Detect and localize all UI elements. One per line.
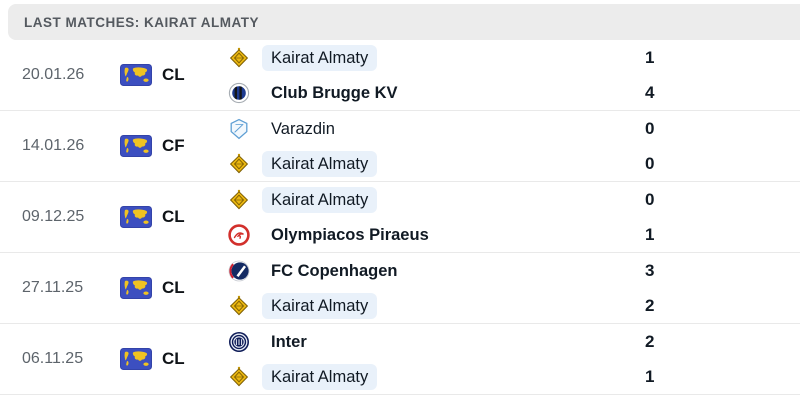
team-line: Kairat Almaty 2 bbox=[228, 288, 800, 323]
team-name: Olympiacos Piraeus bbox=[271, 225, 429, 244]
kairat-logo bbox=[228, 47, 250, 69]
competition-cell: CL bbox=[120, 40, 228, 110]
team-line: Kairat Almaty 1 bbox=[228, 40, 800, 75]
match-date: 06.11.25 bbox=[22, 350, 84, 367]
competition-label: CL bbox=[162, 278, 185, 297]
team-score: 4 bbox=[645, 82, 655, 102]
match-date: 14.01.26 bbox=[22, 137, 85, 154]
teams-cell: Kairat Almaty 1 Club Brugge KV 4 bbox=[228, 40, 800, 110]
team-line: Inter 2 bbox=[228, 324, 800, 359]
team-name: Inter bbox=[271, 332, 307, 351]
inter-logo bbox=[228, 331, 250, 353]
match-date: 20.01.26 bbox=[22, 66, 85, 83]
copenhagen-logo bbox=[228, 260, 250, 282]
team-score: 1 bbox=[645, 224, 655, 244]
team-line: Olympiacos Piraeus 1 bbox=[228, 217, 800, 252]
brugge-logo bbox=[228, 82, 250, 104]
team-name: Kairat Almaty bbox=[262, 186, 378, 213]
kairat-logo bbox=[228, 295, 250, 317]
team-line: Varazdin 0 bbox=[228, 111, 800, 146]
team-score: 1 bbox=[645, 47, 655, 67]
section-header: LAST MATCHES: KAIRAT ALMATY bbox=[8, 4, 800, 40]
last-matches-widget: LAST MATCHES: KAIRAT ALMATY 20.01.26 CL … bbox=[0, 4, 800, 400]
team-line: Kairat Almaty 1 bbox=[228, 359, 800, 394]
team-line: Kairat Almaty 0 bbox=[228, 146, 800, 181]
competition-cell: CL bbox=[120, 182, 228, 252]
match-row[interactable]: 14.01.26 CF Varazdin 0 Kairat Almaty 0 bbox=[0, 111, 800, 182]
world-flag-icon bbox=[120, 277, 152, 299]
kairat-logo bbox=[228, 189, 250, 211]
team-score: 2 bbox=[645, 295, 655, 315]
team-score: 3 bbox=[645, 260, 655, 280]
team-name: Varazdin bbox=[271, 119, 335, 138]
teams-cell: Varazdin 0 Kairat Almaty 0 bbox=[228, 111, 800, 181]
team-name: Club Brugge KV bbox=[271, 83, 398, 102]
match-row[interactable]: 06.11.25 CL Inter 2 Kairat Almaty 1 bbox=[0, 324, 800, 395]
competition-cell: CL bbox=[120, 253, 228, 323]
match-date: 09.12.25 bbox=[22, 208, 85, 225]
teams-cell: Kairat Almaty 0 Olympiacos Piraeus 1 bbox=[228, 182, 800, 252]
matches-list: 20.01.26 CL Kairat Almaty 1 Club Brugge … bbox=[0, 40, 800, 395]
kairat-logo bbox=[228, 153, 250, 175]
team-score: 0 bbox=[645, 153, 655, 173]
match-date: 27.11.25 bbox=[22, 279, 84, 296]
match-row[interactable]: 20.01.26 CL Kairat Almaty 1 Club Brugge … bbox=[0, 40, 800, 111]
team-name: Kairat Almaty bbox=[262, 363, 378, 390]
team-score: 0 bbox=[645, 118, 655, 138]
competition-cell: CL bbox=[120, 324, 228, 394]
team-name: Kairat Almaty bbox=[262, 150, 378, 177]
world-flag-icon bbox=[120, 206, 152, 228]
competition-label: CL bbox=[162, 207, 185, 226]
team-line: Club Brugge KV 4 bbox=[228, 75, 800, 110]
team-score: 2 bbox=[645, 331, 655, 351]
competition-label: CL bbox=[162, 349, 185, 368]
match-row[interactable]: 27.11.25 CL FC Copenhagen 3 Kairat Almat… bbox=[0, 253, 800, 324]
competition-cell: CF bbox=[120, 111, 228, 181]
team-name: Kairat Almaty bbox=[262, 292, 378, 319]
olympiacos-logo bbox=[228, 224, 250, 246]
team-name: Kairat Almaty bbox=[262, 44, 378, 71]
team-line: FC Copenhagen 3 bbox=[228, 253, 800, 288]
world-flag-icon bbox=[120, 348, 152, 370]
teams-cell: FC Copenhagen 3 Kairat Almaty 2 bbox=[228, 253, 800, 323]
varazdin-logo bbox=[228, 118, 250, 140]
team-line: Kairat Almaty 0 bbox=[228, 182, 800, 217]
kairat-logo bbox=[228, 366, 250, 388]
world-flag-icon bbox=[120, 135, 152, 157]
team-score: 1 bbox=[645, 366, 655, 386]
teams-cell: Inter 2 Kairat Almaty 1 bbox=[228, 324, 800, 394]
team-score: 0 bbox=[645, 189, 655, 209]
match-row[interactable]: 09.12.25 CL Kairat Almaty 0 Olympiacos P… bbox=[0, 182, 800, 253]
team-name: FC Copenhagen bbox=[271, 261, 398, 280]
competition-label: CF bbox=[162, 136, 185, 155]
world-flag-icon bbox=[120, 64, 152, 86]
competition-label: CL bbox=[162, 65, 185, 84]
section-title: LAST MATCHES: KAIRAT ALMATY bbox=[24, 14, 259, 30]
